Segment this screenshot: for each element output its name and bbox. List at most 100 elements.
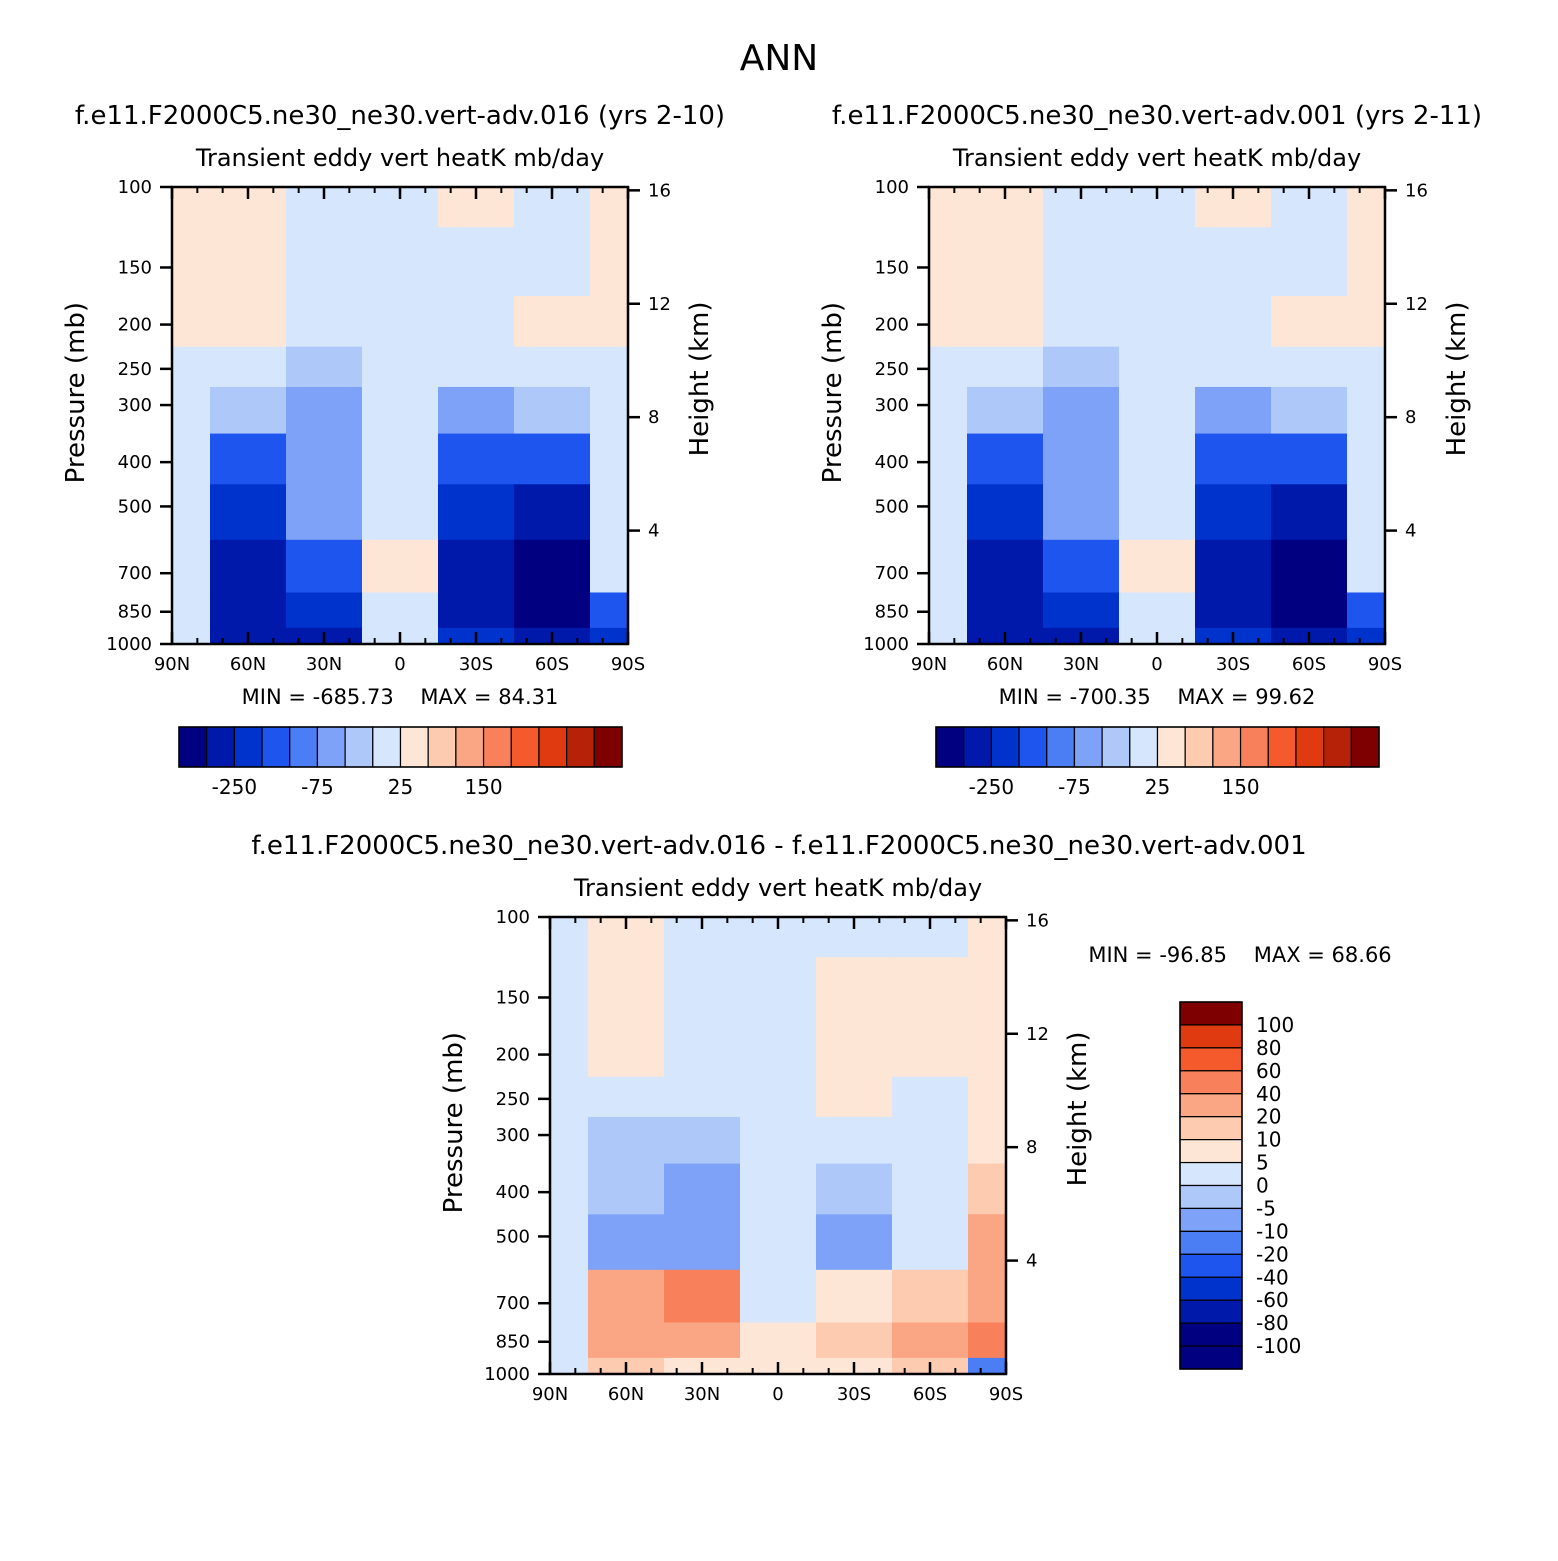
x-tick-label: 60S	[535, 654, 569, 675]
heatmap-cell	[816, 1269, 893, 1324]
x-tick-label: 30N	[1063, 654, 1099, 675]
heatmap-cell	[892, 1076, 969, 1118]
heatmap-cell	[968, 1269, 1007, 1324]
heatmap-cell	[1195, 539, 1272, 594]
heatmap-cell	[514, 433, 591, 485]
heatmap-cell	[664, 957, 741, 1027]
y-tick-label: 700	[875, 563, 909, 584]
x-tick-label: 60N	[230, 654, 266, 675]
heatmap-cell	[362, 386, 439, 435]
heatmap-cell	[362, 433, 439, 485]
x-tick-label: 90N	[911, 654, 947, 675]
heatmap-cell	[1119, 592, 1196, 629]
colorbar-tick-label: -80	[1256, 1311, 1289, 1335]
heatmap-cell	[590, 433, 629, 485]
y-tick-label: 150	[496, 987, 530, 1008]
heatmap-cell	[588, 1076, 665, 1118]
heatmap-cell	[892, 1214, 969, 1271]
heatmap-cell	[286, 386, 363, 435]
y-tick-label: 300	[496, 1125, 530, 1146]
heatmap-cell	[1195, 296, 1272, 348]
heatmap-cell	[1119, 386, 1196, 435]
heatmap-cell	[1195, 227, 1272, 297]
heatmap-cell	[968, 917, 1007, 958]
heatmap-cell	[929, 296, 968, 348]
colorbar-box	[1239, 726, 1269, 768]
heatmap-cell	[588, 1026, 665, 1078]
y-tick-label: 700	[496, 1293, 530, 1314]
colorbar-tick-label: 150	[1221, 775, 1259, 799]
heatmap-cell	[1271, 346, 1348, 388]
y-axis-label: Pressure (mb)	[61, 302, 91, 483]
heatmap-cell	[362, 592, 439, 629]
colorbar-frame	[178, 726, 623, 768]
height-tick-label: 16	[648, 180, 671, 201]
heatmap-cell	[362, 539, 439, 594]
x-tick-label: 60N	[987, 654, 1023, 675]
heatmap-cell	[1043, 433, 1120, 485]
x-tick-label: 0	[394, 654, 405, 675]
colorbar-box	[427, 726, 457, 768]
y-tick-label: 500	[875, 496, 909, 517]
colorbar-box	[1046, 726, 1076, 768]
y-tick-label: 1000	[863, 634, 909, 655]
heatmap-cell	[967, 592, 1044, 629]
height-tick-label: 8	[1026, 1137, 1037, 1158]
panel-3-variable-title: Transient eddy vert heatK mb/day	[573, 874, 982, 902]
x-tick-label: 60N	[608, 1384, 644, 1405]
heatmap-cell	[929, 433, 968, 485]
y-tick-label: 250	[118, 359, 152, 380]
y-tick-label: 400	[118, 452, 152, 473]
colorbar-box	[1179, 1001, 1243, 1026]
colorbar-box	[372, 726, 402, 768]
heatmap-cell	[210, 386, 287, 435]
heatmap-cell	[1119, 296, 1196, 348]
height-tick-label: 4	[648, 521, 659, 542]
colorbar-tick-label: -100	[1256, 1334, 1301, 1358]
heatmap-cell	[664, 1269, 741, 1324]
x-tick-label: 0	[1151, 654, 1162, 675]
panel-1-run-title: f.e11.F2000C5.ne30_ne30.vert-adv.016 (yr…	[75, 101, 725, 131]
colorbar-tick-label: -75	[301, 775, 334, 799]
y-tick-label: 100	[118, 177, 152, 198]
colorbar-box	[1267, 726, 1297, 768]
colorbar-tick-label: -5	[1256, 1196, 1276, 1220]
y-tick-label: 200	[118, 315, 152, 336]
x-tick-label: 0	[772, 1384, 783, 1405]
heatmap-cell	[1119, 227, 1196, 297]
x-tick-label: 60S	[1292, 654, 1326, 675]
heatmap-cell	[664, 1163, 741, 1215]
height-tick-label: 4	[1026, 1251, 1037, 1272]
heatmap-cell	[590, 627, 629, 645]
heatmap-cell	[172, 433, 211, 485]
heatmap-cell	[740, 1214, 817, 1271]
colorbar-box	[1179, 1093, 1243, 1118]
heatmap-cell	[892, 957, 969, 1027]
y-tick-label: 850	[875, 602, 909, 623]
heatmap-cell	[514, 386, 591, 435]
colorbar-box	[1179, 1116, 1243, 1141]
heatmap-cell	[968, 1116, 1007, 1165]
x-tick-label: 90S	[1368, 654, 1402, 675]
heatmap-cell	[816, 1116, 893, 1165]
colorbar-tick-label: 150	[464, 775, 502, 799]
heatmap-cell	[438, 346, 515, 388]
heatmap-cell	[664, 1214, 741, 1271]
colorbar-tick-label: 40	[1256, 1082, 1281, 1106]
colorbar-box	[482, 726, 512, 768]
heatmap-cell	[438, 386, 515, 435]
heatmap-cell	[362, 346, 439, 388]
heatmap-cell	[590, 346, 629, 388]
heatmap-cell	[286, 433, 363, 485]
heatmap-cell	[740, 1116, 817, 1165]
heatmap-cell	[664, 1322, 741, 1359]
colorbar-box	[1179, 1299, 1243, 1324]
height-tick-label: 12	[1405, 294, 1428, 315]
heatmap-cell	[664, 1076, 741, 1118]
height-tick-label: 12	[1026, 1024, 1049, 1045]
heatmap-cell	[362, 227, 439, 297]
heatmap-cell	[514, 539, 591, 594]
heatmap-cell	[1347, 539, 1386, 594]
heatmap-cell	[892, 1116, 969, 1165]
colorbar-box	[1179, 1322, 1243, 1347]
